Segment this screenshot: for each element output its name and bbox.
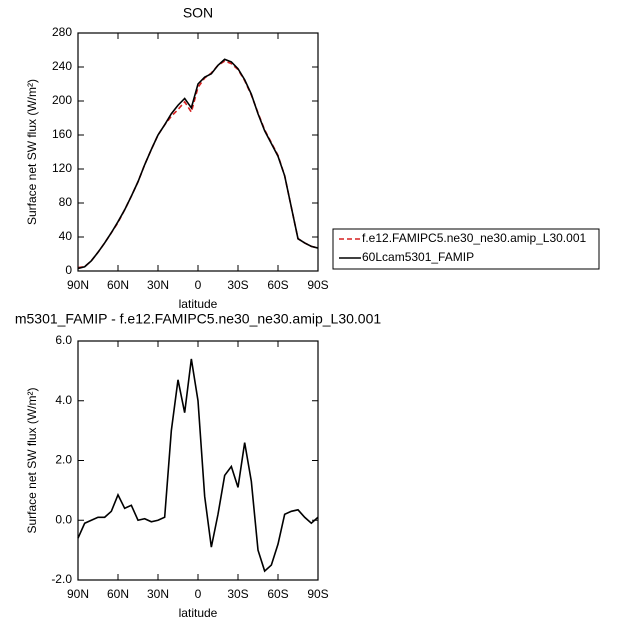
- x-axis-label: latitude: [179, 297, 218, 311]
- x-tick-label: 0: [195, 587, 202, 601]
- x-tick-label: 30N: [147, 278, 169, 292]
- data-line: [77, 358, 319, 573]
- y-tick-label: 200: [52, 93, 72, 107]
- legend-label: f.e12.FAMIPC5.ne30_ne30.amip_L30.001: [362, 231, 586, 245]
- y-axis-label: Surface net SW flux (W/m²): [25, 387, 39, 533]
- y-tick-label: 40: [59, 229, 73, 243]
- plot-frame: [77, 340, 319, 581]
- x-tick-label: 60S: [267, 587, 288, 601]
- y-tick-label: 80: [59, 195, 73, 209]
- y-tick-label: 240: [52, 59, 72, 73]
- legend-box: [332, 228, 600, 270]
- legend-label: 60Lcam5301_FAMIP: [362, 250, 474, 264]
- chart-title: m5301_FAMIP - f.e12.FAMIPC5.ne30_ne30.am…: [15, 311, 382, 327]
- x-axis-label: latitude: [179, 606, 218, 620]
- y-axis-label: Surface net SW flux (W/m²): [25, 79, 39, 225]
- x-tick-label: 60N: [107, 278, 129, 292]
- x-tick-label: 90S: [307, 278, 328, 292]
- data-line: [77, 60, 319, 269]
- x-tick-label: 0: [195, 278, 202, 292]
- x-tick-label: 30S: [227, 587, 248, 601]
- y-tick-label: 280: [52, 25, 72, 39]
- x-tick-label: 60S: [267, 278, 288, 292]
- x-tick-label: 90S: [307, 587, 328, 601]
- x-tick-label: 60N: [107, 587, 129, 601]
- y-tick-label: 6.0: [55, 333, 72, 347]
- y-tick-label: 2.0: [55, 453, 72, 467]
- y-tick-label: 160: [52, 127, 72, 141]
- y-tick-label: -2.0: [51, 572, 72, 586]
- x-tick-label: 30S: [227, 278, 248, 292]
- x-tick-label: 90N: [67, 587, 89, 601]
- data-line: [77, 58, 319, 270]
- y-tick-label: 120: [52, 161, 72, 175]
- y-tick-label: 0.0: [55, 512, 72, 526]
- x-tick-label: 30N: [147, 587, 169, 601]
- y-tick-label: 4.0: [55, 393, 72, 407]
- y-tick-label: 0: [65, 263, 72, 277]
- x-tick-label: 90N: [67, 278, 89, 292]
- plot-frame: [77, 32, 319, 272]
- chart-title: SON: [183, 5, 213, 21]
